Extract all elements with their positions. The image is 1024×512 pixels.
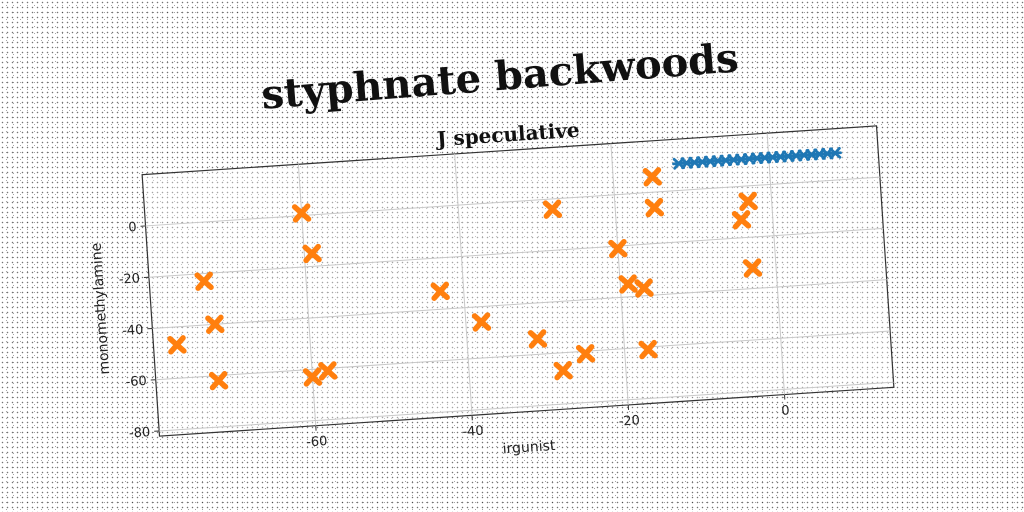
- x-grid-line: [297, 164, 317, 426]
- scatter-point-x: [194, 271, 214, 291]
- y-tick-label: -20: [118, 271, 140, 287]
- y-grid-line: [148, 227, 884, 278]
- scatter-point-x: [471, 312, 492, 332]
- plot-frame: [141, 125, 895, 437]
- grid: [145, 133, 894, 432]
- scatter-point-x: [731, 210, 752, 230]
- scatter-point-x: [302, 243, 322, 264]
- series-1: [672, 146, 842, 170]
- scatter-point-x: [205, 314, 225, 334]
- scatter-point-x: [302, 367, 323, 387]
- x-grid-line: [766, 133, 785, 395]
- scatter-point-x: [618, 274, 638, 294]
- x-tick-label: -40: [462, 424, 484, 440]
- x-tick-label: -20: [618, 413, 640, 429]
- y-grid-line: [145, 176, 880, 227]
- scatter-point-x: [542, 199, 563, 219]
- y-axis-label: monomethylamine: [89, 242, 114, 375]
- x-tick-label: -60: [306, 434, 328, 450]
- scatter-point-x: [527, 329, 548, 349]
- tick-labels: -60 -40 -20 0 0 -20 -40 -60 -80: [118, 220, 790, 450]
- scatter-point-star: [828, 146, 842, 160]
- y-grid-line: [155, 330, 891, 381]
- scatter-point-x: [738, 191, 758, 212]
- scatter-point-x: [430, 281, 450, 301]
- scatter-point-x: [634, 278, 654, 298]
- scatter-point-x: [167, 335, 187, 355]
- x-grid-line: [454, 153, 473, 416]
- scatter-point-x: [608, 238, 628, 259]
- series-2: [167, 167, 763, 391]
- scatter-point-x: [644, 197, 665, 218]
- scatter-point-x: [208, 371, 229, 391]
- data-marks: [167, 146, 842, 391]
- y-tick-label: -40: [122, 323, 144, 339]
- y-grid-line: [159, 381, 894, 432]
- x-tick-label: 0: [781, 403, 790, 419]
- y-tick-label: -80: [129, 425, 151, 441]
- plot-axes: -60 -40 -20 0 0 -20 -40 -60 -80 J speculative ir…: [89, 118, 895, 457]
- y-grid-line: [152, 279, 887, 329]
- x-axis-label: irgunist: [502, 438, 556, 457]
- scatter-point-x: [318, 361, 338, 381]
- scatter-point-x: [553, 361, 573, 381]
- scatter-point-x: [291, 203, 312, 223]
- scatter-point-x: [638, 339, 658, 360]
- x-grid-line: [610, 143, 629, 405]
- chart-suptitle: styphnate backwoods: [260, 34, 741, 118]
- scatter-point-x: [575, 344, 596, 364]
- axes-title: J speculative: [434, 118, 580, 152]
- scatter-point-x: [742, 258, 763, 278]
- scatter-point-x: [642, 167, 662, 187]
- y-tick-label: -60: [125, 374, 147, 390]
- y-tick-label: 0: [128, 220, 137, 236]
